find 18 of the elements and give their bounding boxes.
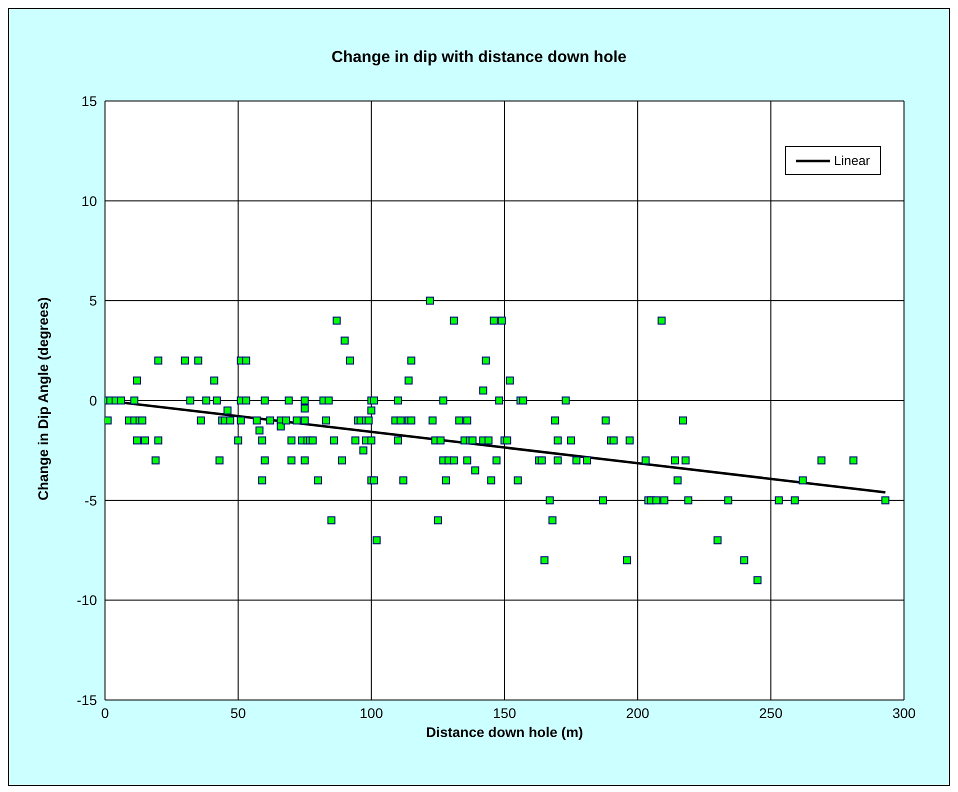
y-axis-title: Change in Dip Angle (degrees)	[34, 297, 51, 500]
chart-title: Change in dip with distance down hole	[330, 49, 628, 67]
x-tick-label: 50	[230, 704, 246, 721]
x-tick-label: 100	[360, 704, 384, 721]
y-tick-label: 10	[81, 192, 98, 209]
y-tick-label: 15	[81, 92, 98, 109]
x-axis-title: Distance down hole (m)	[426, 724, 584, 740]
y-tick-label: 0	[89, 392, 98, 408]
x-tick-label: 300	[892, 704, 916, 721]
legend-label: Linear	[834, 153, 870, 168]
y-tick-label: -5	[84, 492, 98, 508]
y-tick-label: 5	[89, 292, 98, 309]
x-tick-label: 0	[101, 704, 110, 721]
x-tick-label: 150	[492, 704, 516, 721]
y-tick-label: -10	[76, 592, 98, 608]
y-tick-label: -15	[76, 692, 98, 708]
x-tick-label: 200	[626, 704, 650, 721]
x-tick-label: 250	[759, 704, 783, 721]
